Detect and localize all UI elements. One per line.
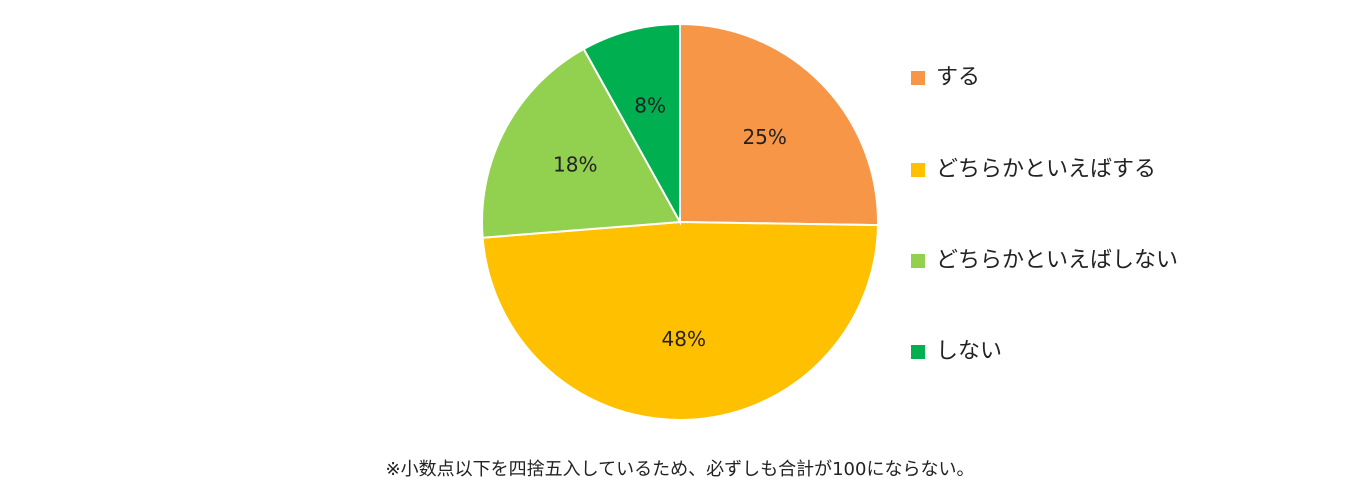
legend-swatch <box>911 254 925 268</box>
data-label: 25% <box>742 125 786 149</box>
data-label: 8% <box>634 94 666 118</box>
legend-label: どちらかといえばする <box>936 157 1156 182</box>
footnote: ※小数点以下を四捨五入しているため、必ずしも合計が100にならない。 <box>386 459 975 480</box>
legend-label: どちらかといえばしない <box>936 248 1178 273</box>
pie-slice <box>582 22 681 226</box>
data-label: 18% <box>553 152 597 176</box>
legend-swatch <box>911 345 925 359</box>
pie-slice <box>679 22 879 227</box>
legend-label: しない <box>936 339 1002 364</box>
legend-swatch <box>911 163 925 177</box>
legend-label: する <box>936 65 980 90</box>
pie-slice <box>481 220 879 421</box>
legend-swatch <box>911 71 925 85</box>
data-label: 48% <box>662 327 706 351</box>
pie-slice <box>481 47 682 239</box>
